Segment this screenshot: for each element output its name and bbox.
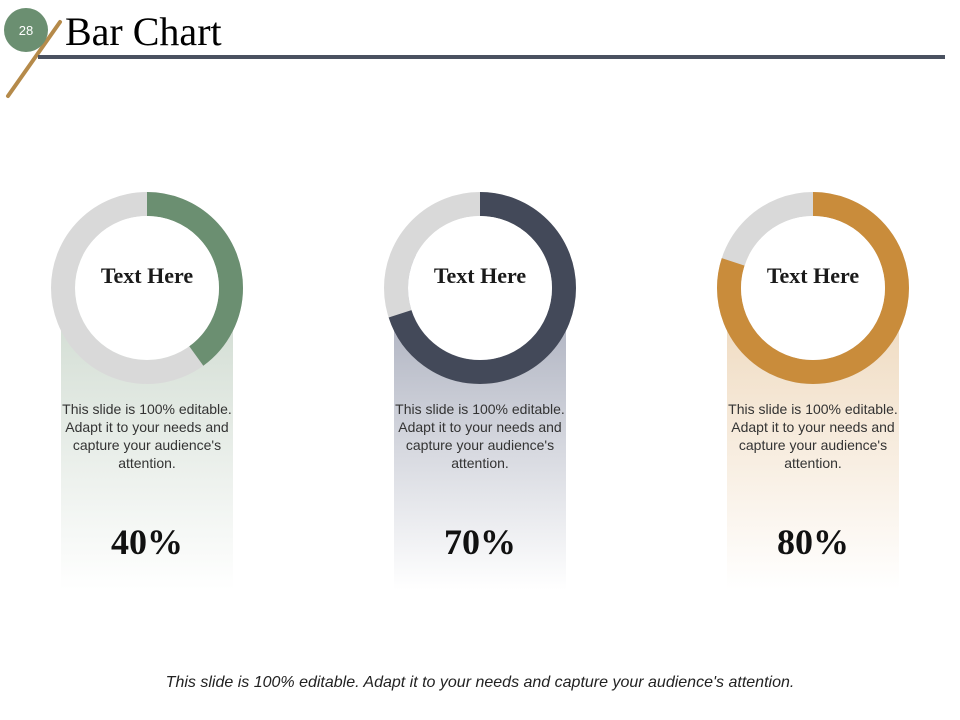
donut-label: Text Here — [100, 263, 194, 288]
donut-hole — [741, 216, 885, 360]
card-description: This slide is 100% editable. Adapt it to… — [62, 401, 232, 471]
donut-card-3: Text Here This slide is 100% editable. Ad… — [705, 160, 955, 590]
card-description: This slide is 100% editable. Adapt it to… — [395, 401, 565, 471]
footer-note: This slide is 100% editable. Adapt it to… — [165, 674, 795, 691]
donut-value-arc — [717, 192, 909, 384]
donut-value-arc — [51, 192, 243, 384]
card-percentage: 40% — [111, 522, 183, 562]
title-underline — [38, 55, 945, 59]
donut-label: Text Here — [766, 263, 860, 288]
donut-card-1: Text Here This slide is 100% editable. Ad… — [39, 160, 289, 590]
donut-chart — [51, 192, 243, 384]
card-percentage: 80% — [777, 522, 849, 562]
donut-hole — [75, 216, 219, 360]
donut-chart — [717, 192, 909, 384]
title-slash-decoration — [6, 20, 62, 98]
slide-number: 28 — [18, 22, 34, 38]
card-percentage: 70% — [444, 522, 516, 562]
card-description: This slide is 100% editable. Adapt it to… — [728, 401, 898, 471]
slide-title: Bar Chart — [65, 9, 222, 54]
slide-number-badge: 28 — [4, 8, 48, 52]
donut-value-arc — [384, 192, 576, 384]
donut-chart — [384, 192, 576, 384]
donut-card-2: Text Here This slide is 100% editable. Ad… — [372, 160, 622, 590]
donut-label: Text Here — [433, 263, 527, 288]
donut-hole — [408, 216, 552, 360]
